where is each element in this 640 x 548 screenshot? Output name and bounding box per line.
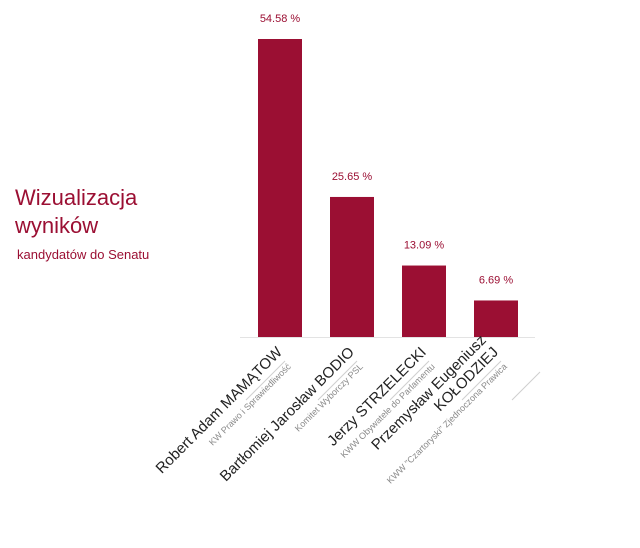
bar-2 <box>330 196 374 337</box>
chart-subtitle: kandydatów do Senatu <box>17 247 150 262</box>
candidate-name-1-line-1: Robert Adam MAMĄTOW <box>153 343 287 477</box>
bar-1 <box>258 39 302 337</box>
bar-3 <box>402 265 446 337</box>
chart-title-line-1: Wizualizacja <box>15 185 138 210</box>
chart-title-line-2: wyników <box>15 213 99 238</box>
bar-4 <box>474 300 518 337</box>
bar-value-label-4: 6.69 % <box>479 274 513 286</box>
category-separator-5 <box>511 371 541 401</box>
bar-value-label-1: 54.58 % <box>260 13 301 25</box>
bar-value-label-3: 13.09 % <box>404 240 445 252</box>
chart-title: Wizualizacja wyników <box>15 184 137 240</box>
category-separator-3 <box>389 360 430 401</box>
category-separator-4 <box>461 360 502 401</box>
category-separator-1 <box>245 360 286 401</box>
bar-value-label-2: 25.65 % <box>332 171 373 183</box>
category-separator-2 <box>317 360 358 401</box>
